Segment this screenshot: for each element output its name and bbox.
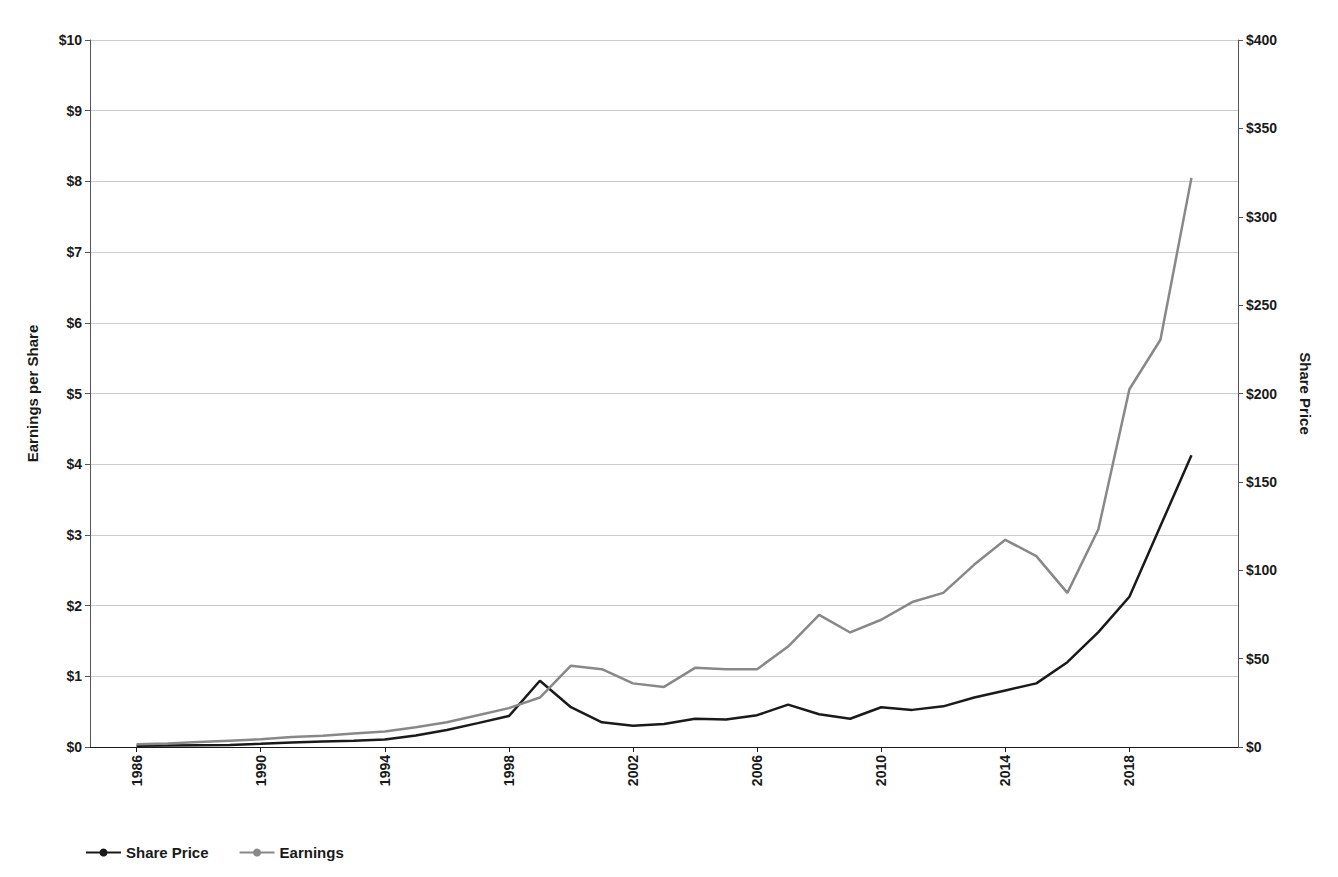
svg-text:$8: $8: [66, 173, 82, 189]
svg-text:$250: $250: [1246, 297, 1277, 313]
svg-text:$7: $7: [66, 244, 82, 260]
svg-text:Share Price: Share Price: [1297, 352, 1314, 435]
svg-text:$9: $9: [66, 103, 82, 119]
svg-text:Share Price: Share Price: [126, 844, 209, 861]
svg-text:$150: $150: [1246, 474, 1277, 490]
svg-text:2006: 2006: [749, 755, 765, 786]
svg-text:$350: $350: [1246, 120, 1277, 136]
svg-text:2018: 2018: [1121, 755, 1137, 786]
svg-text:1990: 1990: [253, 755, 269, 786]
svg-text:$50: $50: [1246, 651, 1270, 667]
svg-text:2002: 2002: [625, 755, 641, 786]
svg-text:2010: 2010: [873, 755, 889, 786]
svg-text:$0: $0: [1246, 739, 1262, 755]
svg-text:$2: $2: [66, 598, 82, 614]
svg-text:$300: $300: [1246, 209, 1277, 225]
svg-text:2014: 2014: [997, 755, 1013, 786]
svg-text:$6: $6: [66, 315, 82, 331]
svg-text:$10: $10: [59, 32, 83, 48]
svg-text:$200: $200: [1246, 386, 1277, 402]
svg-text:Earnings: Earnings: [280, 844, 344, 861]
svg-text:$400: $400: [1246, 32, 1277, 48]
svg-text:1986: 1986: [129, 755, 145, 786]
svg-text:1994: 1994: [377, 755, 393, 786]
svg-text:1998: 1998: [501, 755, 517, 786]
svg-text:$4: $4: [66, 456, 82, 472]
svg-text:$0: $0: [66, 739, 82, 755]
svg-text:$5: $5: [66, 386, 82, 402]
svg-text:$100: $100: [1246, 562, 1277, 578]
svg-text:$3: $3: [66, 527, 82, 543]
svg-text:$1: $1: [66, 668, 82, 684]
svg-text:Earnings per Share: Earnings per Share: [24, 325, 41, 463]
